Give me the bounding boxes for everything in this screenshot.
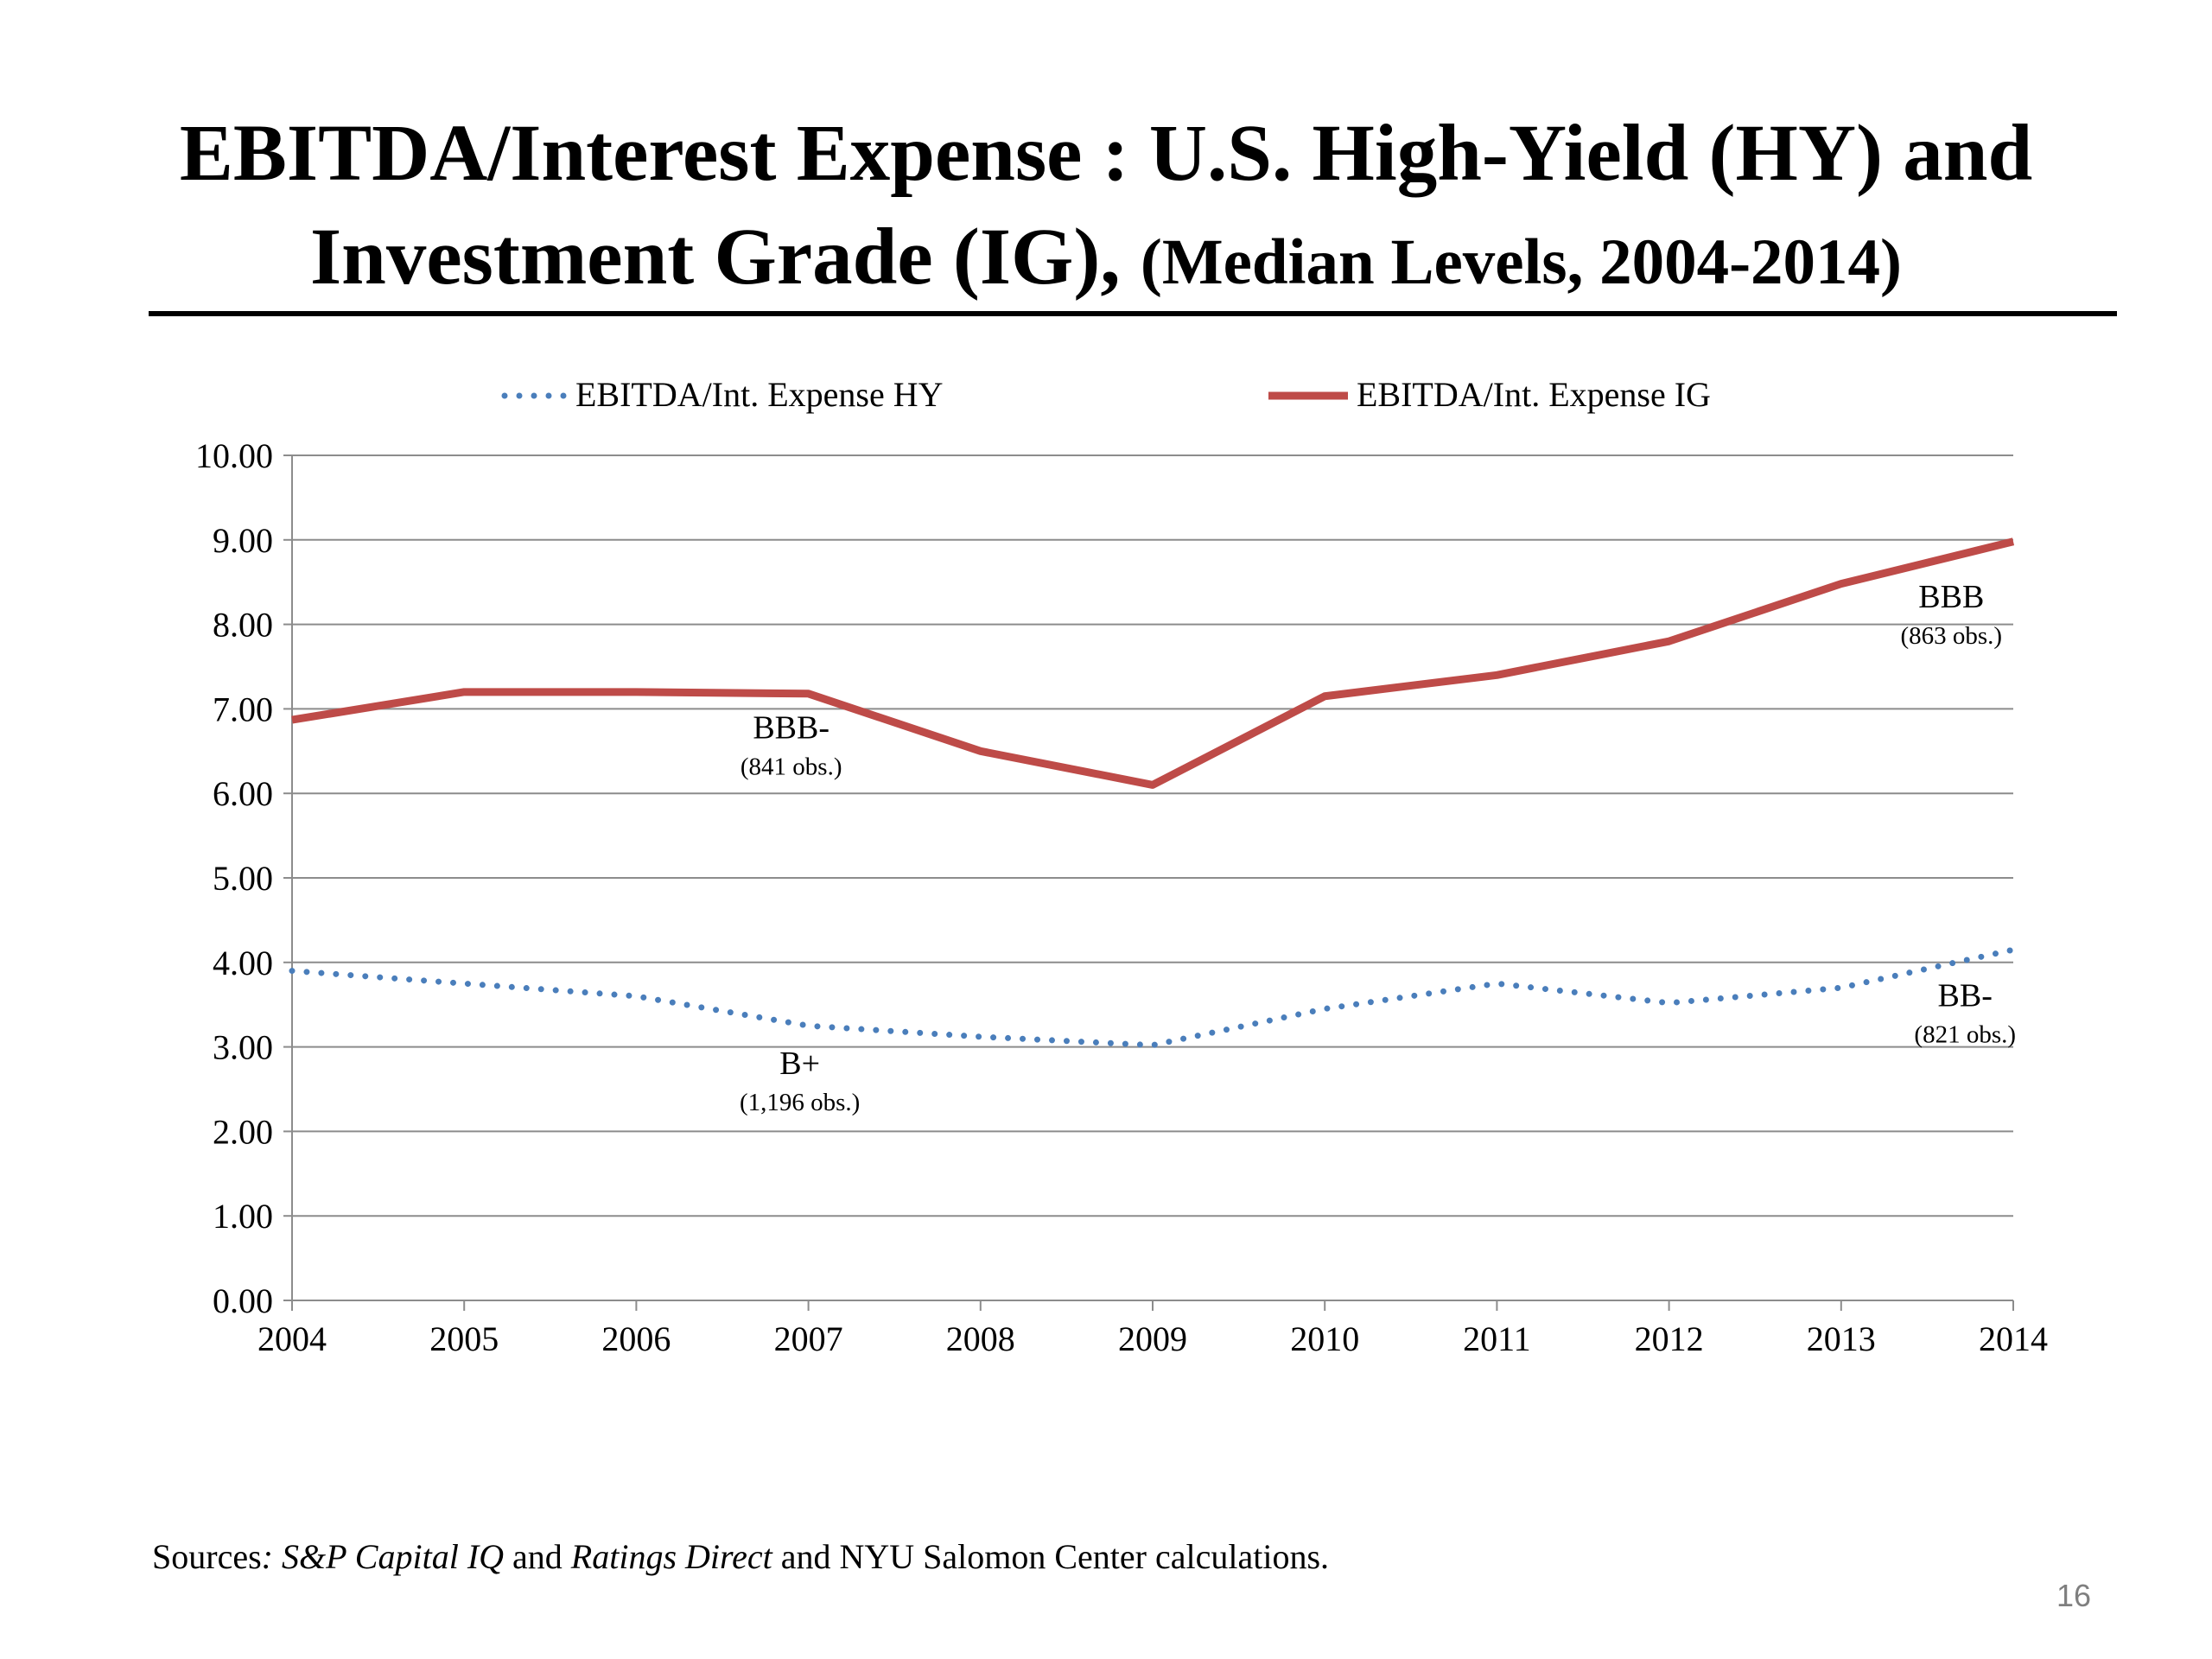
legend-label: EBITDA/Int. Expense IG [1357, 375, 1711, 414]
y-tick-label: 1.00 [213, 1197, 273, 1236]
annotation-label: BB- [1938, 978, 1993, 1014]
y-tick-label: 5.00 [213, 859, 273, 898]
annotation-note: (863 obs.) [1900, 622, 2002, 650]
y-tick-label: 6.00 [213, 774, 273, 813]
y-tick-label: 3.00 [213, 1028, 273, 1067]
title-subtitle: (Median Levels, 2004-2014) [1140, 226, 1903, 298]
x-tick-label: 2004 [257, 1319, 327, 1358]
y-tick-label: 0.00 [213, 1281, 273, 1320]
legend-label: EBITDA/Int. Expense HY [575, 375, 943, 414]
sources-colon: : S&P [261, 1537, 355, 1576]
y-tick-label: 4.00 [213, 944, 273, 982]
annotation-label: BBB [1918, 579, 1984, 615]
annotation-label: B+ [779, 1046, 820, 1082]
y-tick-label: 2.00 [213, 1112, 273, 1151]
sources-suffix: and NYU Salomon Center calculations. [772, 1537, 1330, 1576]
y-tick-label: 9.00 [213, 521, 273, 560]
slide-title: EBITDA/Interest Expense : U.S. High-Yiel… [0, 102, 2212, 315]
sources-prefix: Sources [152, 1537, 262, 1576]
series-line-ig [291, 537, 2015, 789]
x-tick-label: 2011 [1463, 1319, 1531, 1358]
sources-ratings-direct: Ratings Direct [570, 1537, 772, 1576]
annotation-note: (821 obs.) [1914, 1021, 2016, 1049]
x-tick-label: 2012 [1635, 1319, 1704, 1358]
x-tick-label: 2014 [1979, 1319, 2048, 1358]
y-tick-label: 10.00 [195, 436, 273, 475]
x-tick-label: 2009 [1118, 1319, 1187, 1358]
annotation-note: (1,196 obs.) [740, 1089, 860, 1116]
sources-and: and [504, 1537, 571, 1576]
sources-note: Sources: S&P Capital IQ and Ratings Dire… [152, 1536, 1329, 1577]
title-main: Investment Grade (IG), [309, 213, 1121, 302]
page-number: 16 [2056, 1578, 2092, 1613]
series-line-hy [289, 946, 2017, 1049]
x-tick-label: 2013 [1807, 1319, 1876, 1358]
sources-capital-iq: Capital IQ [354, 1537, 505, 1576]
title-divider [149, 311, 2117, 316]
annotation-note: (841 obs.) [741, 753, 842, 781]
annotation-label: BBB- [753, 710, 830, 747]
y-tick-label: 7.00 [213, 690, 273, 728]
x-tick-label: 2006 [601, 1319, 671, 1358]
x-tick-label: 2010 [1290, 1319, 1359, 1358]
title-line-1: EBITDA/Interest Expense : U.S. High-Yiel… [179, 109, 2033, 198]
x-tick-label: 2007 [774, 1319, 843, 1358]
title-line-2: Investment Grade (IG), (Median Levels, 2… [0, 206, 2212, 315]
x-tick-label: 2005 [429, 1319, 499, 1358]
x-tick-label: 2008 [946, 1319, 1015, 1358]
y-tick-label: 8.00 [213, 606, 273, 645]
